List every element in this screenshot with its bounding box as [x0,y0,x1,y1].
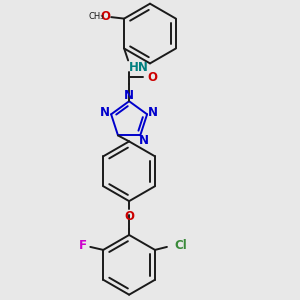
Text: O: O [101,10,111,23]
Text: Cl: Cl [174,239,187,252]
Text: HN: HN [129,61,149,74]
Text: F: F [79,239,87,252]
Text: CH₃: CH₃ [89,12,104,21]
Text: N: N [124,88,134,102]
Text: N: N [148,106,158,119]
Text: N: N [139,134,149,147]
Text: O: O [124,210,134,223]
Text: N: N [100,106,110,119]
Text: O: O [147,71,157,84]
